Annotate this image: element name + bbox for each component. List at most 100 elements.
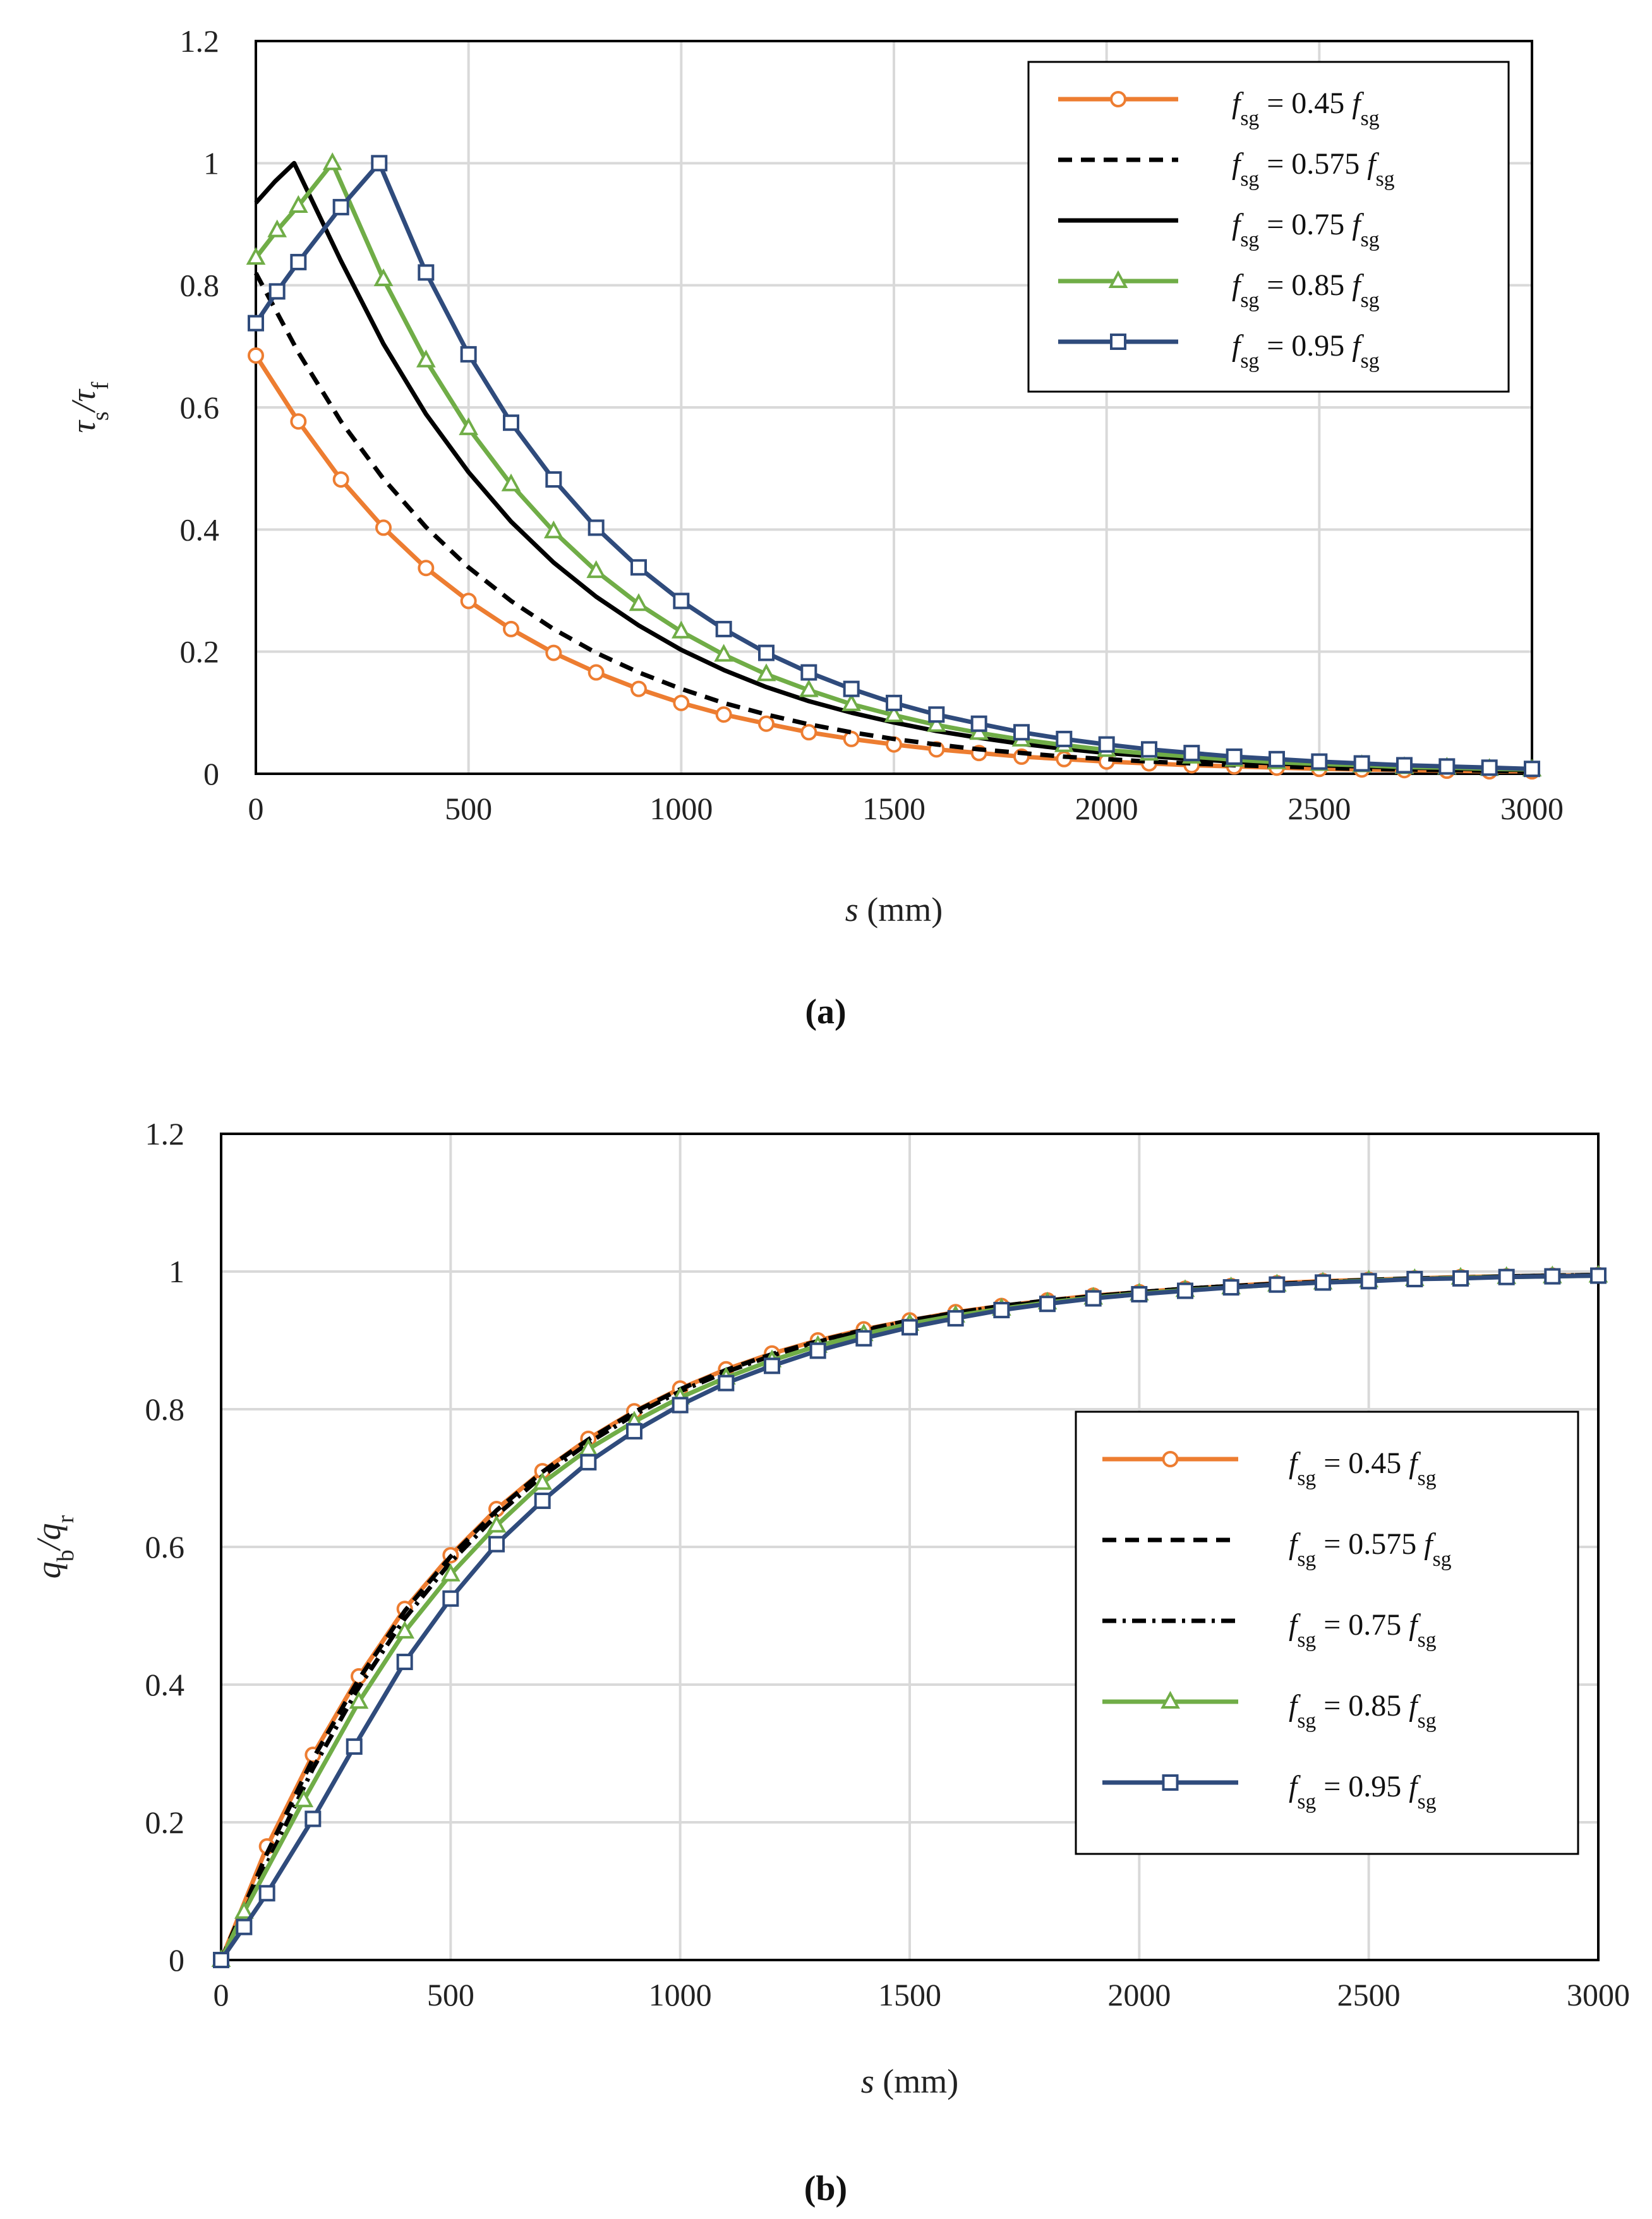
data-point (1481, 759, 1498, 776)
data-point (1269, 750, 1285, 767)
y-tick-label: 0.4 (180, 512, 220, 547)
data-point (236, 1918, 253, 1935)
data-point (501, 473, 521, 491)
legend-entry: fsg = 0.45 fsg (1102, 1446, 1437, 1490)
data-point (440, 1563, 461, 1582)
legend-entry: fsg = 0.575 fsg (1058, 147, 1395, 191)
x-tick-label: 3000 (1567, 1977, 1630, 2012)
data-point (234, 1901, 254, 1919)
data-point (884, 704, 904, 723)
data-point (1141, 741, 1157, 758)
y-tick-label: 0.4 (145, 1667, 185, 1702)
data-point (926, 714, 946, 732)
data-point (267, 219, 287, 238)
data-point (1222, 1279, 1239, 1296)
data-point (442, 1590, 459, 1607)
data-point (1039, 1296, 1056, 1313)
data-point (630, 680, 647, 697)
data-point (588, 664, 605, 681)
legend-entry: fsg = 0.75 fsg (1102, 1608, 1437, 1652)
data-point (416, 349, 436, 368)
data-point (800, 664, 817, 681)
data-point (586, 560, 606, 579)
x-tick-label: 2500 (1287, 791, 1351, 826)
data-point (268, 283, 286, 300)
data-point (418, 264, 435, 281)
data-point (841, 693, 862, 711)
data-point (928, 706, 945, 723)
data-point (1544, 1268, 1561, 1285)
y-tick-label: 1 (169, 1254, 184, 1289)
legend-marker (1110, 334, 1126, 350)
data-point (715, 706, 732, 723)
data-point (714, 644, 734, 662)
data-point (371, 155, 388, 172)
data-point (672, 1397, 689, 1414)
x-tick-label: 2000 (1075, 791, 1138, 826)
data-point (1360, 1273, 1377, 1290)
data-point (258, 1885, 275, 1902)
data-point (1524, 761, 1540, 778)
x-axis-label: s (mm) (861, 2062, 959, 2100)
data-point (855, 1330, 872, 1347)
legend-label: fsg = 0.575 fsg (1232, 147, 1395, 191)
y-axis-label: τs/τf (64, 382, 114, 433)
data-point (288, 195, 308, 213)
data-point (993, 1302, 1010, 1319)
data-point (1226, 748, 1243, 765)
y-tick-label: 0.6 (145, 1529, 185, 1565)
data-point (1406, 1270, 1423, 1287)
plot-frame (220, 1133, 1600, 1961)
panel-label: (b) (804, 2169, 847, 2208)
legend-entry: fsg = 0.85 fsg (1102, 1689, 1437, 1733)
data-point (534, 1492, 551, 1509)
x-tick-label: 500 (445, 791, 492, 826)
plot-frame (255, 40, 1533, 775)
y-tick-label: 1.2 (145, 1116, 185, 1152)
data-point (418, 560, 435, 577)
legend-entry: fsg = 0.95 fsg (1058, 329, 1380, 373)
y-tick-label: 0.6 (180, 390, 220, 425)
x-tick-label: 2000 (1107, 1977, 1171, 2012)
data-point (588, 519, 605, 536)
data-point (843, 730, 860, 747)
legend-box (1075, 1410, 1579, 1855)
data-point (290, 413, 307, 430)
data-point (543, 520, 564, 539)
legend-box (1027, 61, 1510, 393)
x-tick-label: 1000 (649, 791, 713, 826)
data-point (460, 592, 477, 610)
data-point (901, 1319, 918, 1336)
legend-marker (1110, 91, 1126, 107)
x-tick-label: 1500 (878, 1977, 941, 2012)
data-point (545, 644, 562, 661)
data-point (332, 198, 349, 215)
data-point (486, 1515, 507, 1533)
data-point (886, 694, 902, 711)
series-line (219, 1273, 1599, 1961)
x-tick-label: 1000 (649, 1977, 712, 2012)
data-point (375, 519, 392, 536)
legend-entry: fsg = 0.95 fsg (1102, 1770, 1437, 1813)
legend-label: fsg = 0.45 fsg (1232, 87, 1380, 130)
chart-panel-b: 0 500 1000 1500 2000 2500 3000 0 0.2 0.4 0.6 0.8 1 1.… (30, 1116, 1630, 2208)
y-tick-label: 0.2 (145, 1805, 185, 1840)
data-point (1177, 1282, 1193, 1299)
data-point (488, 1536, 505, 1553)
y-tick-label: 0 (203, 756, 219, 791)
legend-marker (1162, 1774, 1179, 1791)
data-point (843, 680, 860, 697)
legend-label: fsg = 0.75 fsg (1289, 1608, 1437, 1652)
series-a5 (248, 155, 1540, 778)
data-point (1438, 758, 1456, 775)
y-axis-label: qb/qr (30, 1515, 79, 1579)
legend-marker (1161, 1690, 1180, 1709)
legend-label: fsg = 0.85 fsg (1289, 1689, 1437, 1733)
data-point (629, 593, 649, 611)
data-point (1315, 1274, 1331, 1291)
data-point (460, 346, 477, 363)
x-tick-label: 500 (427, 1977, 474, 2012)
data-point (290, 253, 307, 270)
data-point (304, 1810, 322, 1827)
